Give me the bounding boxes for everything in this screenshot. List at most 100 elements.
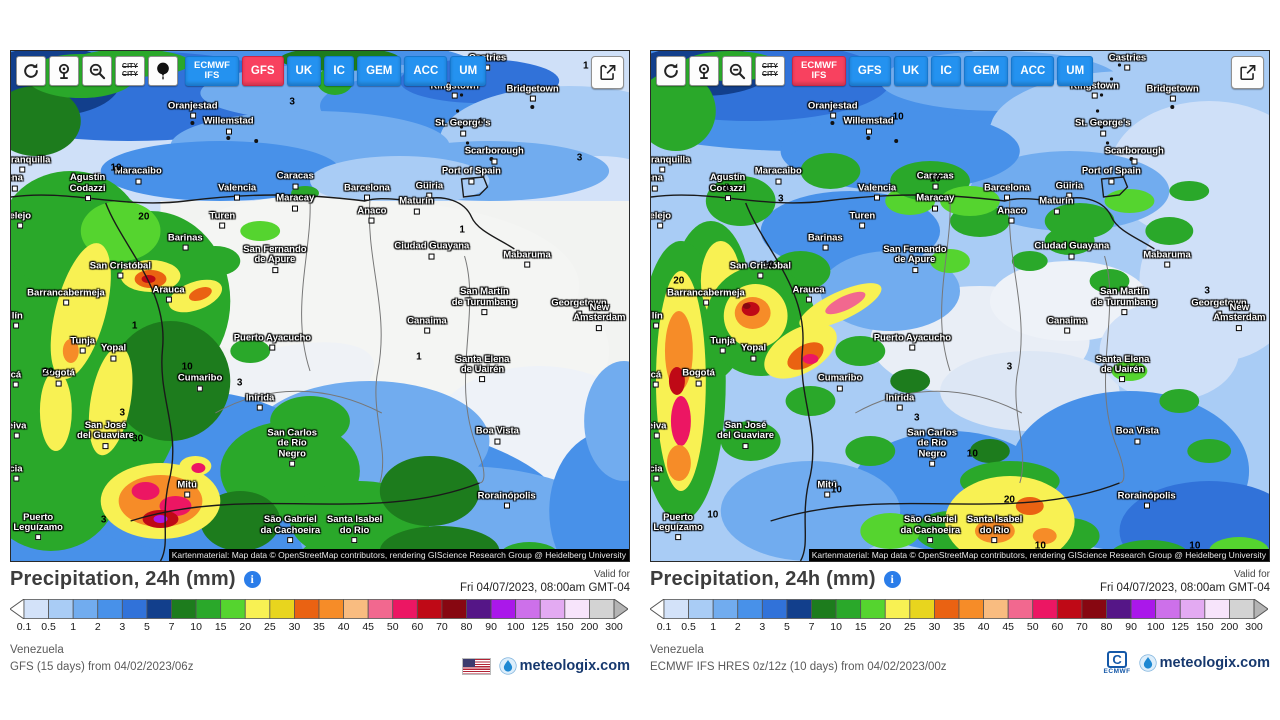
water-drop-icon bbox=[1138, 654, 1157, 672]
map-gfs[interactable]: Oranjestad Willemstad Castries Kingstown Bri… bbox=[10, 50, 630, 562]
scale-tick-label: 5 bbox=[783, 621, 790, 633]
scale-tick-label: 90 bbox=[485, 621, 497, 633]
contour-value-label: 10 bbox=[830, 484, 842, 496]
scale-tick-label: 60 bbox=[1051, 621, 1064, 633]
scale-tick-label: 35 bbox=[313, 621, 325, 633]
scale-tick-label: 2 bbox=[94, 621, 101, 633]
legend-title-text: Precipitation, 24h (mm) bbox=[650, 568, 876, 590]
scale-tick-label: 150 bbox=[1196, 621, 1214, 633]
city-labels-button[interactable]: CITY CITY bbox=[115, 56, 145, 86]
scale-tick-label: 100 bbox=[1146, 621, 1165, 633]
zoom-out-button[interactable] bbox=[82, 56, 112, 86]
scale-tick-label: 300 bbox=[1245, 621, 1263, 633]
map-toolbar: CITY CITY ECMWF IFS GFS UK IC GEM ACC UM bbox=[656, 56, 1094, 86]
color-scale-ticks: 0.1 0.5 1 2 3 5 7 10 15 20 25 30 35 40 45 50 60 70 80 90 100… bbox=[10, 621, 628, 635]
contour-value-label: 3 bbox=[913, 412, 920, 424]
model-info: Venezuela ECMWF IFS HRES 0z/12z (10 days… bbox=[650, 642, 947, 675]
share-button[interactable] bbox=[591, 56, 624, 89]
scale-tick-label: 70 bbox=[436, 621, 448, 633]
scale-tick-label: 7 bbox=[168, 621, 175, 633]
branding: C ECMWF meteologix.com bbox=[1103, 650, 1270, 676]
ecmwf-mark: C bbox=[1107, 650, 1127, 668]
model-button-um[interactable]: UM bbox=[450, 56, 487, 86]
scale-tick-label: 125 bbox=[531, 621, 550, 633]
model-run-label: GFS (15 days) from 04/02/2023/06z bbox=[10, 660, 194, 673]
model-button-uk[interactable]: UK bbox=[893, 56, 929, 86]
refresh-button[interactable] bbox=[656, 56, 686, 86]
scale-tick-label: 45 bbox=[362, 621, 374, 633]
model-button-gfs[interactable]: GFS bbox=[848, 56, 891, 86]
contour-value-label: 1 bbox=[416, 351, 422, 363]
water-drop-icon bbox=[498, 657, 517, 675]
contour-value-label: 10 bbox=[966, 448, 978, 460]
scale-tick-label: 0.1 bbox=[16, 621, 32, 633]
scale-tick-label: 2 bbox=[734, 621, 741, 633]
model-button-um[interactable]: UM bbox=[1057, 56, 1094, 86]
city-labels-button[interactable]: CITY CITY bbox=[755, 56, 785, 86]
map-attribution: Kartenmaterial: Map data © OpenStreetMap… bbox=[168, 549, 629, 561]
scale-tick-label: 20 bbox=[879, 621, 892, 633]
contour-value-label: 10 bbox=[1034, 540, 1046, 552]
model-button-group: ECMWF IFS GFS UK IC GEM ACC UM bbox=[792, 56, 1094, 86]
tool-button-group: CITY CITY bbox=[16, 56, 178, 86]
meteologix-text: meteologix.com bbox=[1159, 655, 1270, 672]
scale-tick-label: 80 bbox=[460, 621, 473, 633]
locate-button[interactable] bbox=[49, 56, 79, 86]
meteologix-logo[interactable]: meteologix.com bbox=[1138, 654, 1270, 672]
contour-value-label: 1 bbox=[131, 320, 138, 332]
zoom-out-button[interactable] bbox=[722, 56, 752, 86]
region-label: Venezuela bbox=[10, 644, 64, 656]
model-button-ecmwf-ifs[interactable]: ECMWF IFS bbox=[792, 56, 846, 86]
scale-tick-label: 1 bbox=[710, 621, 717, 633]
model-button-group: ECMWF IFS GFS UK IC GEM ACC UM bbox=[185, 56, 487, 86]
model-button-uk[interactable]: UK bbox=[286, 56, 322, 86]
scale-tick-label: 20 bbox=[239, 621, 252, 633]
scale-tick-label: 3 bbox=[119, 621, 126, 633]
model-button-ic[interactable]: IC bbox=[931, 56, 962, 86]
share-button[interactable] bbox=[1231, 56, 1264, 89]
scale-tick-label: 125 bbox=[1171, 621, 1190, 633]
refresh-button[interactable] bbox=[16, 56, 46, 86]
branding: meteologix.com bbox=[461, 657, 630, 675]
map-ecmwf[interactable]: Oranjestad Willemstad Castries Kingstown Bri… bbox=[650, 50, 1270, 562]
contour-value-label: 1 bbox=[477, 116, 484, 128]
legend-title-text: Precipitation, 24h (mm) bbox=[10, 568, 236, 590]
balloon-button[interactable] bbox=[148, 56, 178, 86]
model-button-gem[interactable]: GEM bbox=[964, 56, 1009, 86]
model-run-label: ECMWF IFS HRES 0z/12z (10 days) from 04/… bbox=[650, 660, 947, 673]
contour-value-label: 10 bbox=[719, 183, 731, 195]
valid-for-label: Valid for bbox=[594, 569, 630, 580]
scale-tick-label: 7 bbox=[808, 621, 815, 633]
legend-title: Precipitation, 24h (mm) i bbox=[650, 568, 901, 591]
scale-tick-label: 0.1 bbox=[656, 621, 672, 633]
locate-button[interactable] bbox=[689, 56, 719, 86]
us-flag-icon bbox=[461, 657, 491, 675]
model-button-ecmwf-ifs[interactable]: ECMWF IFS bbox=[185, 56, 239, 86]
scale-tick-label: 35 bbox=[953, 621, 965, 633]
color-scale-bar bbox=[9, 598, 629, 620]
color-scale-bar bbox=[649, 598, 1269, 620]
info-icon[interactable]: i bbox=[243, 571, 261, 588]
legend-title: Precipitation, 24h (mm) i bbox=[10, 568, 261, 591]
contour-value-label: 30 bbox=[132, 433, 144, 445]
scale-tick-label: 10 bbox=[830, 621, 842, 633]
contour-value-label: 10 bbox=[762, 259, 774, 271]
scale-tick-label: 100 bbox=[506, 621, 525, 633]
map-panel-ecmwf: Oranjestad Willemstad Castries Kingstown Bri… bbox=[649, 50, 1270, 676]
scale-tick-label: 150 bbox=[556, 621, 574, 633]
model-button-gem[interactable]: GEM bbox=[357, 56, 402, 86]
model-button-gfs[interactable]: GFS bbox=[241, 56, 284, 86]
model-button-acc[interactable]: ACC bbox=[1011, 56, 1055, 86]
scale-tick-label: 70 bbox=[1076, 621, 1088, 633]
scale-tick-label: 15 bbox=[214, 621, 227, 633]
meteologix-logo[interactable]: meteologix.com bbox=[498, 657, 630, 675]
scale-tick-label: 1 bbox=[70, 621, 77, 633]
contour-value-label: 20 bbox=[138, 211, 150, 223]
map-panel-gfs: Oranjestad Willemstad Castries Kingstown Bri… bbox=[9, 50, 630, 675]
valid-time: Fri 04/07/2023, 08:00am GMT-04 bbox=[1099, 582, 1270, 594]
model-button-acc[interactable]: ACC bbox=[404, 56, 448, 86]
ecmwf-text: ECMWF bbox=[1103, 667, 1131, 675]
model-button-ic[interactable]: IC bbox=[324, 56, 355, 86]
info-icon[interactable]: i bbox=[883, 571, 901, 588]
